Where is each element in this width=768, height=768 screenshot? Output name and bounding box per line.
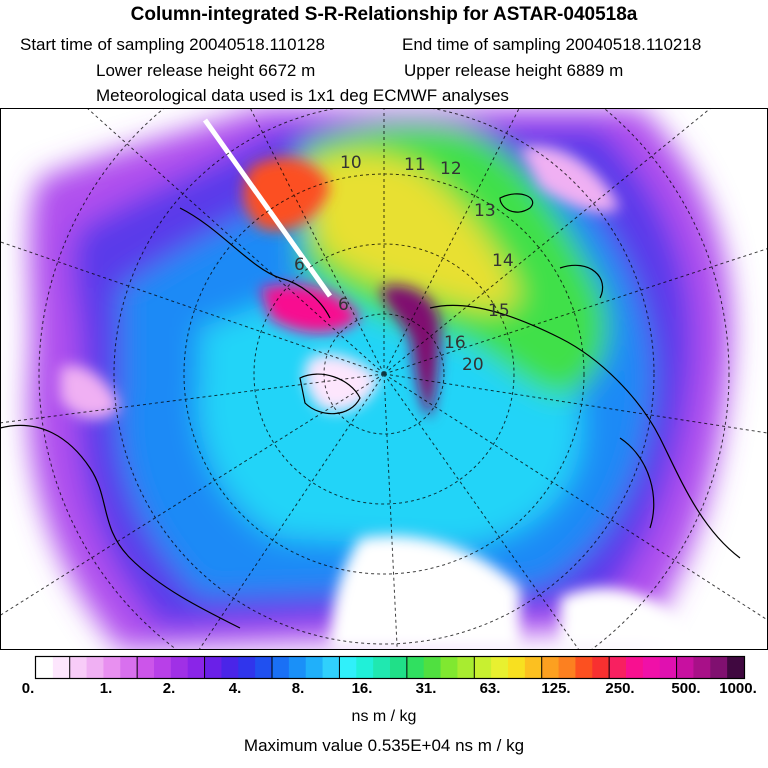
colorbar-tick-label: 1. bbox=[99, 680, 113, 697]
colorbar bbox=[34, 655, 746, 680]
colorbar-tick-label: 63. bbox=[479, 680, 501, 697]
colorbar-cell bbox=[187, 657, 206, 678]
colorbar-cell bbox=[322, 657, 340, 678]
coastlines bbox=[0, 193, 741, 629]
colorbar-cell bbox=[457, 657, 475, 678]
colorbar-tick-label: 16. bbox=[351, 680, 373, 697]
colorbar-tick-label: 250. bbox=[605, 680, 635, 697]
colorbar-cell bbox=[592, 657, 610, 678]
colorbar-cell bbox=[390, 657, 408, 678]
meteorological-data-label: Meteorological data used is 1x1 deg ECMW… bbox=[96, 86, 509, 105]
colorbar-tick-label: 125. bbox=[541, 680, 571, 697]
colorbar-cell bbox=[676, 657, 694, 678]
colorbar-cell bbox=[491, 657, 509, 678]
colorbar-cell bbox=[524, 657, 543, 678]
colorbar-tick-label: 8. bbox=[291, 680, 305, 697]
trajectory-label: 11 bbox=[404, 155, 426, 175]
end-time-label: End time of sampling 20040518.110218 bbox=[402, 35, 702, 54]
colorbar-cell bbox=[440, 657, 458, 678]
colorbar-cell bbox=[221, 657, 239, 678]
colorbar-tick-label: 31. bbox=[415, 680, 437, 697]
colorbar-cell bbox=[288, 657, 307, 678]
colorbar-cell bbox=[339, 657, 357, 678]
polar-map: 10 11 12 13 14 15 16 20 6 6 bbox=[0, 108, 768, 650]
colorbar-tick-label: 2. bbox=[162, 680, 176, 697]
colorbar-cell bbox=[710, 657, 728, 678]
start-time-label: Start time of sampling 20040518.110128 bbox=[20, 35, 325, 54]
maximum-value-label: Maximum value 0.535E+04 ns m / kg bbox=[243, 736, 525, 755]
colorbar-cell bbox=[659, 657, 678, 678]
colorbar-cell bbox=[137, 657, 155, 678]
colorbar-cell bbox=[272, 657, 290, 678]
colorbar-cell bbox=[727, 657, 745, 678]
colorbar-cell bbox=[541, 657, 560, 678]
trajectory-label: 14 bbox=[492, 251, 514, 271]
colorbar-cell bbox=[36, 657, 54, 678]
colorbar-cell bbox=[356, 657, 374, 678]
colorbar-cell bbox=[609, 657, 627, 678]
colorbar-cell bbox=[103, 657, 121, 678]
colorbar-cell bbox=[238, 657, 256, 678]
colorbar-tick-label: 1000. bbox=[719, 680, 757, 697]
trajectory-label: 20 bbox=[462, 355, 484, 375]
colorbar-cell bbox=[626, 657, 644, 678]
colorbar-cell bbox=[305, 657, 324, 678]
trajectory-label: 16 bbox=[444, 333, 466, 353]
colorbar-tick-label: 4. bbox=[228, 680, 242, 697]
colorbar-frame bbox=[34, 655, 746, 680]
colorbar-tick-label: 0. bbox=[21, 680, 35, 697]
colorbar-cell bbox=[52, 657, 71, 678]
trajectory-label: 12 bbox=[440, 159, 462, 179]
colorbar-cell bbox=[204, 657, 222, 678]
upper-release-height-label: Upper release height 6889 m bbox=[404, 61, 624, 80]
trajectory-label: 6 bbox=[338, 295, 349, 315]
colorbar-unit: ns m / kg bbox=[351, 708, 417, 725]
trajectory-label: 10 bbox=[340, 153, 362, 173]
colorbar-cell bbox=[642, 657, 661, 678]
colorbar-cell bbox=[406, 657, 425, 678]
colorbar-cell bbox=[558, 657, 576, 678]
colorbar-cell bbox=[474, 657, 492, 678]
plot-title: Column-integrated S-R-Relationship for A… bbox=[130, 4, 638, 25]
trajectory-streak bbox=[202, 118, 333, 298]
colorbar-cell bbox=[373, 657, 391, 678]
colorbar-cell bbox=[154, 657, 172, 678]
colorbar-cell bbox=[120, 657, 138, 678]
colorbar-cell bbox=[170, 657, 189, 678]
colorbar-cell bbox=[575, 657, 593, 678]
trajectory-label: 6 bbox=[294, 255, 305, 275]
colorbar-cell bbox=[86, 657, 104, 678]
trajectory-label: 15 bbox=[488, 301, 510, 321]
colorbar-cell bbox=[508, 657, 526, 678]
colorbar-cell bbox=[693, 657, 711, 678]
trajectory-label: 13 bbox=[474, 201, 496, 221]
lower-release-height-label: Lower release height 6672 m bbox=[96, 61, 316, 80]
trajectory-labels: 10 11 12 13 14 15 16 20 6 6 bbox=[294, 153, 514, 375]
colorbar-cell bbox=[69, 657, 88, 678]
colorbar-tick-label: 500. bbox=[671, 680, 701, 697]
colorbar-cell bbox=[423, 657, 442, 678]
colorbar-cell bbox=[255, 657, 273, 678]
